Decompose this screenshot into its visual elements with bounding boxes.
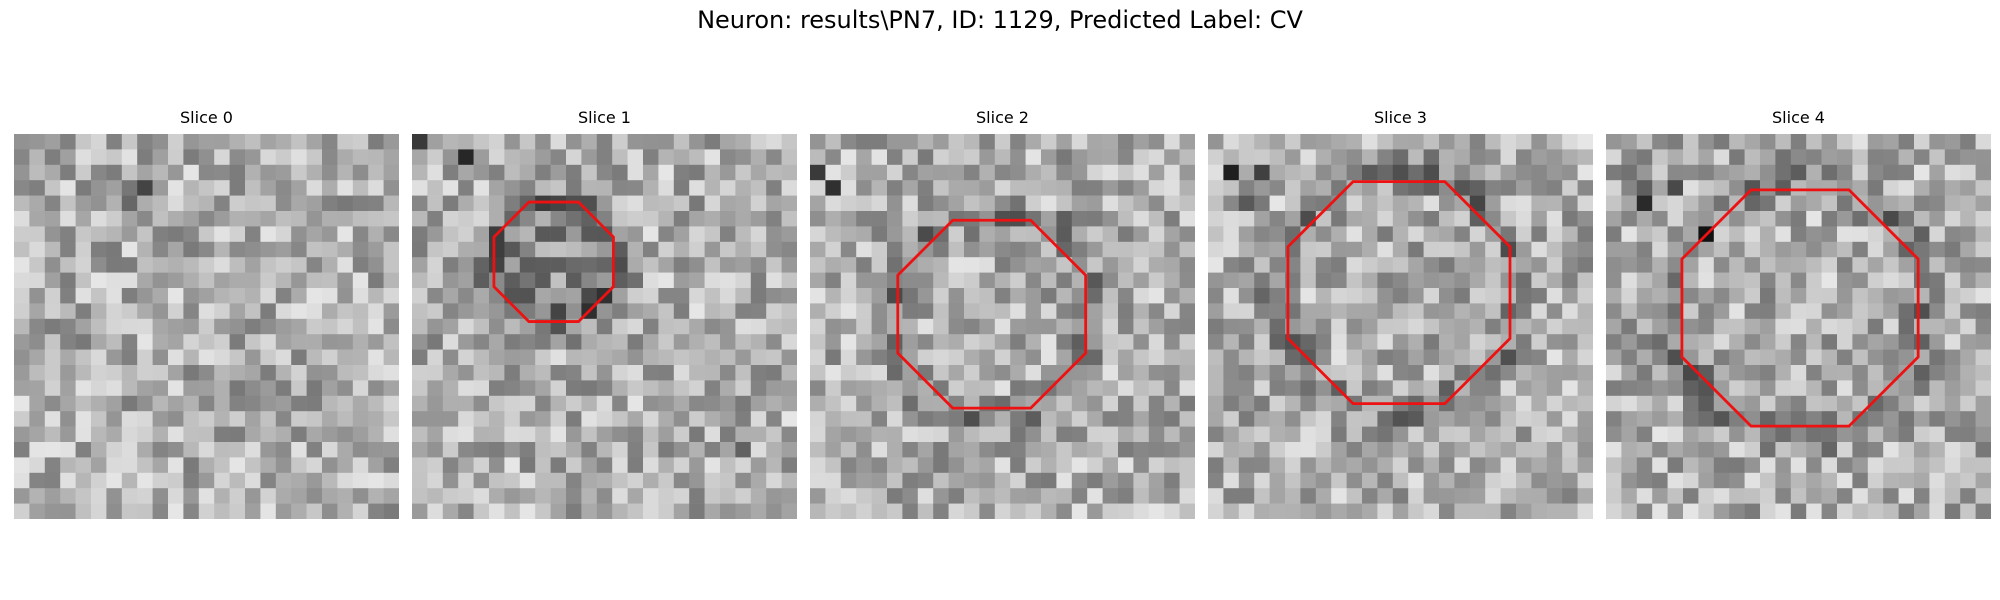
- segmentation-contour: [492, 200, 615, 323]
- slice-3-image: [1208, 134, 1593, 519]
- slice-2-image: [810, 134, 1195, 519]
- pixel-grid: [810, 134, 1195, 519]
- pixel-grid: [412, 134, 797, 519]
- slice-4-image: [1606, 134, 1991, 519]
- segmentation-contour: [1286, 180, 1512, 406]
- pixel-grid: [1208, 134, 1593, 519]
- pixel-grid: [1606, 134, 1991, 519]
- segmentation-contour: [896, 218, 1088, 410]
- pixel-grid: [14, 134, 399, 519]
- slice-1-title: Slice 1: [578, 108, 631, 127]
- segmentation-contour: [1680, 188, 1920, 428]
- slice-1-image: [412, 134, 797, 519]
- slice-4-title: Slice 4: [1772, 108, 1825, 127]
- slice-3-title: Slice 3: [1374, 108, 1427, 127]
- slice-0-image: [14, 134, 399, 519]
- slice-0-title: Slice 0: [180, 108, 233, 127]
- figure-title: Neuron: results\PN7, ID: 1129, Predicted…: [697, 6, 1303, 34]
- slice-2-title: Slice 2: [976, 108, 1029, 127]
